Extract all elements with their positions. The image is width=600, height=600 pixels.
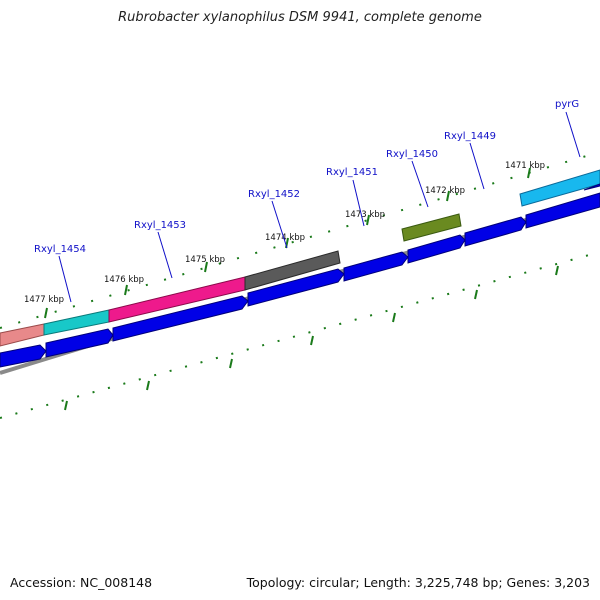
- gene-label-rxyl-1452[interactable]: Rxyl_1452: [248, 189, 300, 200]
- outer-tick-ring: [0, 151, 600, 329]
- genome-summary-text: Topology: circular; Length: 3,225,748 bp…: [246, 575, 590, 590]
- kbp-label: 1474 kbp: [265, 233, 305, 243]
- map-title: Rubrobacter xylanophilus DSM 9941, compl…: [118, 10, 482, 25]
- kbp-labels: 1477 kbp 1476 kbp 1475 kbp 1474 kbp 1473…: [24, 161, 545, 305]
- inner-tick-ring: [0, 251, 600, 419]
- gene-label-rxyl-1450[interactable]: Rxyl_1450: [386, 149, 438, 160]
- gene-label-rxyl-1453[interactable]: Rxyl_1453: [134, 220, 186, 231]
- cds-arrow[interactable]: [45, 328, 114, 358]
- feature-rxyl-1450[interactable]: [401, 213, 462, 242]
- gene-label-rxyl-1451[interactable]: Rxyl_1451: [326, 167, 378, 178]
- feature-salmon[interactable]: [0, 323, 45, 347]
- cds-arrow[interactable]: [407, 234, 466, 264]
- cds-arrow[interactable]: [112, 295, 249, 342]
- kbp-label: 1473 kbp: [345, 210, 385, 220]
- kbp-label: 1472 kbp: [425, 186, 465, 196]
- cds-arrow[interactable]: [464, 216, 527, 247]
- gene-label-leaders: [58, 111, 581, 303]
- feature-pyrg[interactable]: [519, 169, 600, 207]
- cds-track: [0, 183, 600, 368]
- cds-arrow[interactable]: [525, 192, 600, 229]
- kbp-label: 1471 kbp: [505, 161, 545, 171]
- cds-arrow-reverse[interactable]: [583, 183, 600, 191]
- gene-label-rxyl-1454[interactable]: Rxyl_1454: [34, 244, 86, 255]
- cds-arrow[interactable]: [247, 268, 345, 307]
- kbp-label: 1475 kbp: [185, 255, 225, 265]
- cds-arrow[interactable]: [343, 251, 409, 282]
- feature-rxyl-1452[interactable]: [244, 250, 341, 291]
- gene-label-rxyl-1449[interactable]: Rxyl_1449: [444, 131, 496, 142]
- accession-text: Accession: NC_008148: [10, 575, 153, 590]
- gene-label-pyrg[interactable]: pyrG: [555, 99, 579, 110]
- kbp-label: 1477 kbp: [24, 295, 64, 305]
- gene-labels: Rxyl_1454 Rxyl_1453 Rxyl_1452 Rxyl_1451 …: [34, 99, 579, 255]
- feature-track: [0, 169, 600, 347]
- kbp-label: 1476 kbp: [104, 275, 144, 285]
- cds-arrow[interactable]: [0, 344, 47, 368]
